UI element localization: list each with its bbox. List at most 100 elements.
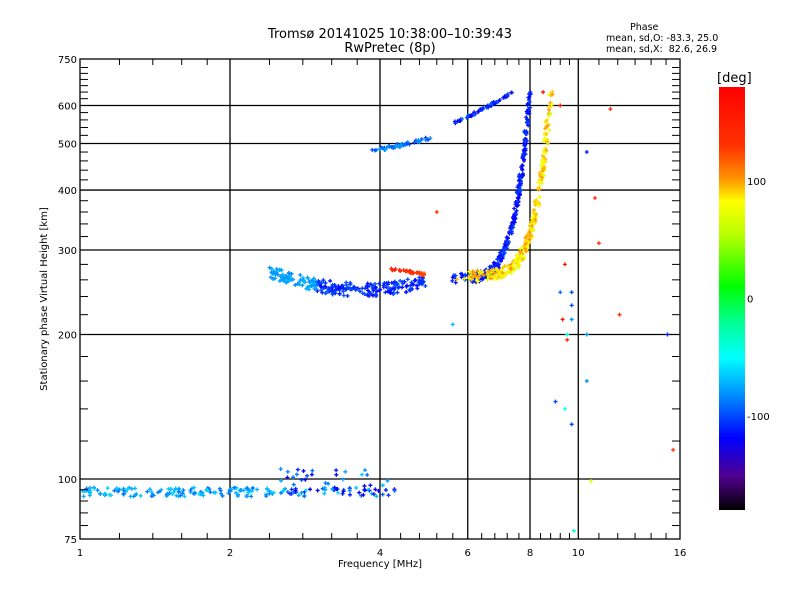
data-point <box>245 486 250 491</box>
data-point <box>219 491 224 496</box>
chart-title: Tromsø 20141025 10:38:00–10:39:43 <box>267 27 513 42</box>
data-point <box>492 275 497 280</box>
data-point <box>458 119 463 124</box>
data-point <box>558 103 563 108</box>
data-point <box>380 483 385 488</box>
data-point <box>385 478 390 483</box>
grid-lines <box>80 59 680 539</box>
data-point <box>176 489 181 494</box>
data-point <box>327 287 332 292</box>
data-point <box>523 148 528 153</box>
data-point <box>517 193 522 198</box>
data-point <box>302 494 307 499</box>
data-point <box>319 280 324 285</box>
data-point <box>469 277 474 282</box>
data-point <box>377 147 382 152</box>
data-point <box>404 283 409 288</box>
data-point <box>413 278 418 283</box>
data-point <box>303 488 308 493</box>
data-point <box>534 198 539 203</box>
data-point <box>522 143 527 148</box>
data-point <box>462 276 467 281</box>
data-point <box>220 493 225 498</box>
data-point <box>345 285 350 290</box>
data-point <box>536 203 541 208</box>
data-point <box>320 486 325 491</box>
data-point <box>536 180 541 185</box>
data-point <box>326 481 331 486</box>
data-point <box>550 92 555 97</box>
data-point <box>412 140 417 145</box>
colorbar-ticks: 100 0 -100 <box>747 177 770 423</box>
data-point <box>415 286 420 291</box>
data-point <box>81 494 86 499</box>
data-point <box>322 285 327 290</box>
data-point <box>477 272 482 277</box>
data-point <box>167 491 172 496</box>
data-point <box>386 280 391 285</box>
data-point <box>459 116 464 121</box>
y-tick-label: 200 <box>58 331 77 342</box>
data-point <box>535 187 540 192</box>
colorbar <box>719 87 745 510</box>
data-point <box>211 490 216 495</box>
data-point <box>278 467 283 472</box>
data-point <box>539 178 544 183</box>
data-point <box>306 284 311 289</box>
data-point <box>404 269 409 274</box>
data-point <box>516 183 521 188</box>
data-point <box>331 290 336 295</box>
stats-o-mode: mean, sd,O: -83.3, 25.0 <box>606 33 719 44</box>
data-point <box>512 214 517 219</box>
data-point <box>159 487 164 492</box>
data-point <box>171 490 176 495</box>
data-point <box>228 489 233 494</box>
data-point <box>476 274 481 279</box>
x-tick-label: 4 <box>377 548 383 559</box>
data-point <box>217 486 222 491</box>
data-point <box>323 291 328 296</box>
data-point <box>545 124 550 129</box>
data-point <box>123 489 128 494</box>
data-point <box>544 148 549 153</box>
data-point <box>492 101 497 106</box>
y-tick-label: 300 <box>58 246 77 257</box>
data-point <box>513 267 518 272</box>
data-point <box>475 109 480 114</box>
data-point <box>514 204 519 209</box>
data-point <box>348 287 353 292</box>
data-point <box>519 253 524 258</box>
data-point <box>540 157 545 162</box>
data-point <box>500 265 505 270</box>
data-point <box>512 206 517 211</box>
data-point <box>381 285 386 290</box>
data-point <box>250 485 255 490</box>
data-point <box>497 250 502 255</box>
stats-heading: Phase <box>630 22 659 33</box>
data-point <box>287 271 292 276</box>
data-point <box>192 490 197 495</box>
data-point <box>362 484 367 489</box>
data-point <box>515 190 520 195</box>
data-point <box>487 269 492 274</box>
data-point <box>303 477 308 482</box>
data-point <box>294 472 299 477</box>
data-point <box>532 221 537 226</box>
data-point <box>476 279 481 284</box>
data-point <box>543 150 548 155</box>
data-point <box>293 488 298 493</box>
data-point <box>337 291 342 296</box>
data-point <box>314 287 319 292</box>
data-point <box>523 239 528 244</box>
data-point <box>347 492 352 497</box>
data-point <box>569 422 574 427</box>
data-point <box>322 485 327 490</box>
data-point <box>359 493 364 498</box>
data-point <box>454 277 459 282</box>
data-point <box>421 272 426 277</box>
data-point <box>484 268 489 273</box>
data-point <box>504 93 509 98</box>
data-point <box>374 289 379 294</box>
data-point <box>399 143 404 148</box>
